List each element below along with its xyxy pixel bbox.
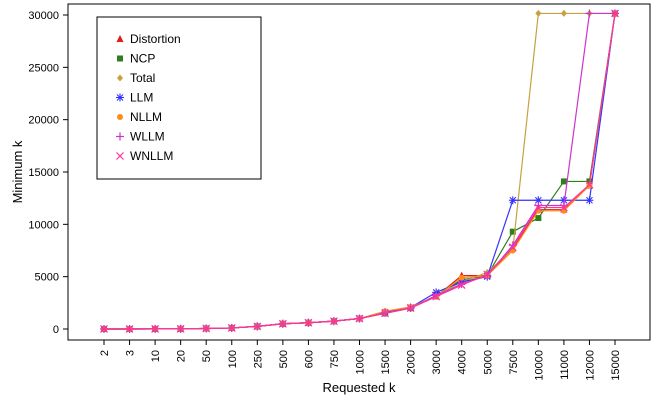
legend-marker-total [117,74,123,82]
x-tick-label: 15000 [610,350,622,381]
data-point-wnllm [406,304,415,312]
legend-marker-wnllm [116,152,124,160]
legend-marker-distortion [116,35,124,42]
y-axis-title: Minimum k [10,140,25,203]
legend-marker-llm [116,93,124,102]
legend-label-total: Total [130,71,155,85]
data-point-wnllm [202,324,211,333]
data-point-wnllm [508,243,517,252]
data-point-ncp [560,178,567,185]
data-point-wnllm [330,317,338,326]
data-point-llm [534,196,543,205]
y-tick-label: 30000 [28,10,59,22]
legend-marker-wllm [116,132,124,141]
data-point-wnllm [151,324,160,333]
data-point-wnllm [585,180,594,189]
y-axis: 0 5000 10000 15000 20000 25000 30000 [28,10,68,336]
legend-item-distortion: Distortion [116,32,181,46]
y-tick-label: 10000 [28,219,59,231]
y-tick-label: 0 [53,324,59,336]
legend-item-wllm: WLLM [116,130,165,144]
legend-item-nllm: NLLM [117,110,162,124]
x-tick-label: 250 [252,350,264,368]
data-point-wnllm [483,270,492,279]
x-tick-label: 10000 [533,350,545,381]
legend-marker-ncp [117,55,123,62]
legend-item-total: Total [117,71,155,85]
x-tick-label: 5000 [482,350,494,374]
data-point-wnllm [253,322,262,331]
x-tick-label: 750 [329,350,341,368]
data-point-wnllm [278,319,287,328]
x-tick-label: 10 [150,350,162,362]
data-point-nllm [458,274,465,281]
y-tick-label: 15000 [28,167,59,179]
x-tick-label: 3 [125,350,137,356]
x-tick-label: 11000 [559,350,571,380]
legend-item-llm: LLM [116,91,153,105]
legend-box [96,16,262,180]
data-point-total [560,9,567,17]
data-point-ncp [509,228,516,235]
x-tick-label: 20 [176,350,188,362]
legend-label-distortion: Distortion [130,32,181,46]
x-tick-label: 500 [278,350,290,368]
data-point-wnllm [125,325,134,333]
legend-label-wllm: WLLM [130,130,165,144]
x-axis-title: Requested k [323,380,396,395]
data-point-nllm [586,182,593,189]
legend-label-ncp: NCP [130,52,155,66]
y-tick-label: 5000 [35,272,59,284]
legend-label-wnllm: WNLLM [130,149,173,163]
data-point-wnllm [432,292,441,301]
x-tick-label: 3000 [431,350,443,374]
x-tick-label: 600 [303,350,315,368]
data-point-ncp [535,215,542,222]
data-point-wnllm [559,203,568,212]
data-point-wnllm [457,281,466,289]
x-tick-label: 12000 [584,350,596,381]
series-wnllm [100,9,619,333]
x-tick-label: 4000 [457,350,469,374]
y-tick-label: 20000 [28,115,59,127]
y-tick-label: 25000 [28,62,59,74]
data-point-wllm [585,9,594,18]
x-tick-label: 1500 [380,350,392,374]
data-point-wnllm [304,318,313,327]
data-point-wnllm [381,309,389,318]
data-point-wnllm [534,203,543,212]
data-point-wnllm [100,325,108,333]
x-tick-label: 100 [227,350,239,368]
data-point-llm [585,196,594,205]
data-point-wnllm [227,324,236,332]
data-point-wnllm [176,324,185,333]
legend-item-ncp: NCP [117,52,155,66]
legend-item-wnllm: WNLLM [116,149,173,163]
legend-marker-nllm [117,114,123,120]
legend-label-llm: LLM [130,91,153,105]
x-axis: 2 3 10 20 50 100 250 500 600 750 1000 1500 2000 3000 4… [99,340,622,381]
series-layer [100,9,619,333]
x-tick-label: 50 [201,350,213,362]
x-tick-label: 2 [99,350,111,356]
legend-label-nllm: NLLM [130,110,162,124]
data-point-llm [508,196,517,205]
x-tick-label: 2000 [406,350,418,374]
x-tick-label: 7500 [508,350,520,374]
data-point-wnllm [611,9,619,18]
legend: Distortion NCP Total LLM NLLM WLLM WNLLM [96,16,262,180]
x-tick-label: 1000 [355,350,367,374]
data-point-wnllm [355,314,364,323]
data-point-total [535,9,542,17]
